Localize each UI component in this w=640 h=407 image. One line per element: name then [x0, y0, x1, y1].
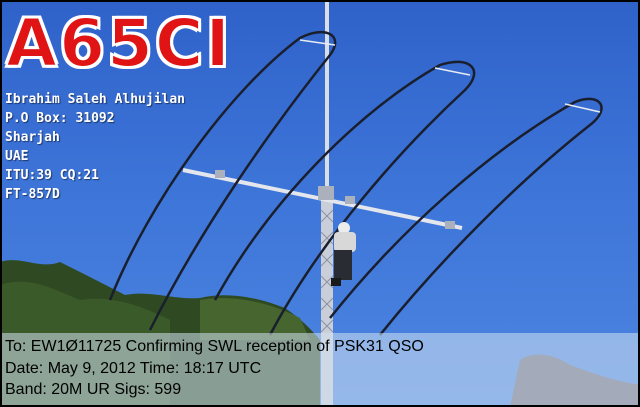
operator-city: Sharjah [5, 130, 60, 145]
confirmation-text: To: EW1Ø11725 Confirming SWL reception o… [5, 336, 424, 401]
operator-name: Ibrahim Saleh Alhujilan [5, 92, 186, 107]
confirmation-panel [0, 333, 640, 407]
antenna-elements [108, 30, 603, 336]
qso-to-line: To: EW1Ø11725 Confirming SWL reception o… [5, 338, 424, 355]
operator-info: Ibrahim Saleh Alhujilan P.O Box: 31092 S… [5, 90, 185, 204]
operator-zones: ITU:39 CQ:21 [5, 168, 99, 183]
climber-figure [331, 222, 356, 286]
operator-po-box: P.O Box: 31092 [5, 111, 115, 126]
callsign-title: A65CI [5, 5, 232, 83]
qso-band-line: Band: 20M UR Sigs: 599 [5, 381, 182, 398]
operator-country: UAE [5, 149, 29, 164]
mast-top [325, 0, 329, 200]
operator-rig: FT-857D [5, 187, 60, 202]
qso-date-line: Date: May 9, 2012 Time: 18:17 UTC [5, 359, 262, 377]
